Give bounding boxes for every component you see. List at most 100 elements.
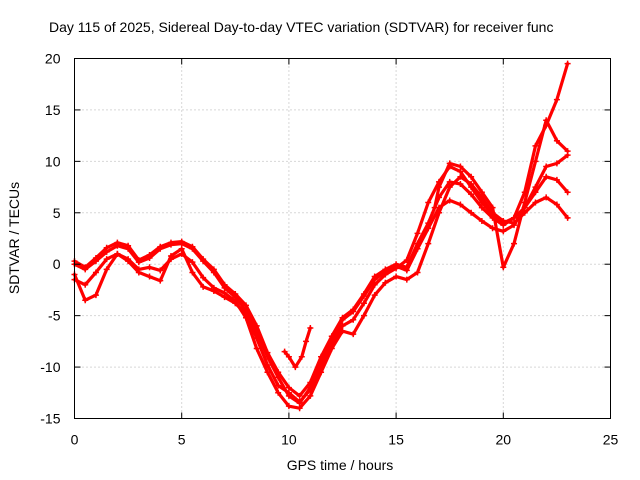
data-point: [264, 349, 271, 356]
axis-ticks: 0 5 10 15 20 25 -15 -10 -5 0 5 10 15 20: [40, 51, 618, 448]
data-point: [511, 214, 518, 221]
data-point: [478, 189, 485, 196]
data-point: [457, 168, 464, 175]
series-line: [72, 61, 570, 404]
data-point: [114, 239, 121, 246]
data-point: [114, 250, 121, 257]
y-axis-label: SDTVAR / TECUs: [6, 182, 22, 294]
data-point: [285, 353, 292, 360]
data-point: [92, 255, 99, 262]
y-tick-label: -10: [40, 359, 60, 375]
data-point: [468, 184, 475, 191]
data-point: [553, 201, 560, 208]
data-point: [307, 324, 314, 331]
data-point: [553, 176, 560, 183]
data-point: [393, 261, 400, 268]
x-axis-label: GPS time / hours: [287, 457, 394, 473]
data-point: [403, 276, 410, 283]
data-point: [564, 189, 571, 196]
x-tick-label: 25: [603, 432, 619, 448]
data-point: [318, 353, 325, 360]
data-point: [553, 96, 560, 103]
data-point: [189, 269, 196, 276]
series-line: [283, 326, 312, 369]
data-point: [431, 204, 438, 211]
data-point: [303, 338, 310, 345]
data-point: [457, 163, 464, 170]
data-point: [468, 173, 475, 180]
data-point: [210, 287, 217, 294]
data-point: [307, 392, 314, 399]
data-point: [532, 189, 539, 196]
series-day-2: [71, 173, 571, 412]
data-point: [285, 403, 292, 410]
data-point: [350, 306, 357, 313]
x-tick-label: 5: [178, 432, 186, 448]
y-tick-label: -15: [40, 411, 60, 427]
data-point: [82, 264, 89, 271]
data-point: [393, 273, 400, 280]
data-point: [564, 148, 571, 155]
data-point: [500, 264, 507, 271]
data-point: [564, 214, 571, 221]
data-point: [232, 300, 239, 307]
series-day-5: [431, 117, 571, 271]
data-point: [92, 292, 99, 299]
data-point: [403, 264, 410, 271]
data-point: [92, 269, 99, 276]
data-point: [414, 269, 421, 276]
data-point: [489, 225, 496, 232]
data-point: [178, 245, 185, 252]
data-point: [275, 369, 282, 376]
data-point: [275, 382, 282, 389]
data-point: [532, 158, 539, 165]
data-point: [103, 244, 110, 251]
data-point: [146, 273, 153, 280]
data-point: [553, 160, 560, 167]
data-point: [489, 204, 496, 211]
data-point: [157, 277, 164, 284]
data-point: [435, 184, 442, 191]
data-point: [296, 399, 303, 406]
data-point: [360, 300, 367, 307]
data-point: [82, 281, 89, 288]
chart-title: Day 115 of 2025, Sidereal Day-to-day VTE…: [49, 19, 553, 35]
data-point: [296, 405, 303, 412]
data-point: [511, 240, 518, 247]
data-point: [167, 252, 174, 259]
data-point: [543, 194, 550, 201]
data-point: [371, 292, 378, 299]
data-point: [307, 379, 314, 386]
data-point: [292, 364, 299, 371]
data-point: [328, 341, 335, 348]
data-point: [500, 228, 507, 235]
data-point: [446, 160, 453, 167]
data-point: [318, 364, 325, 371]
data-point: [243, 310, 250, 317]
data-point: [425, 199, 432, 206]
data-point: [339, 322, 346, 329]
data-point: [157, 267, 164, 274]
data-point: [298, 353, 305, 360]
data-point: [339, 314, 346, 321]
data-point: [189, 243, 196, 250]
data-point: [414, 230, 421, 237]
data-point: [125, 258, 132, 265]
grid-lines: [74, 58, 611, 419]
data-point: [553, 137, 560, 144]
data-point: [521, 199, 528, 206]
data-point: [243, 302, 250, 309]
data-point: [478, 204, 485, 211]
data-point: [135, 257, 142, 264]
data-point: [328, 333, 335, 340]
data-point: [264, 362, 271, 369]
data-point: [167, 239, 174, 246]
data-point: [371, 281, 378, 288]
data-point: [103, 256, 110, 263]
data-point: [200, 256, 207, 263]
data-point: [200, 283, 207, 290]
data-point: [446, 197, 453, 204]
data-point: [457, 201, 464, 208]
data-point: [275, 389, 282, 396]
data-point: [82, 297, 89, 304]
